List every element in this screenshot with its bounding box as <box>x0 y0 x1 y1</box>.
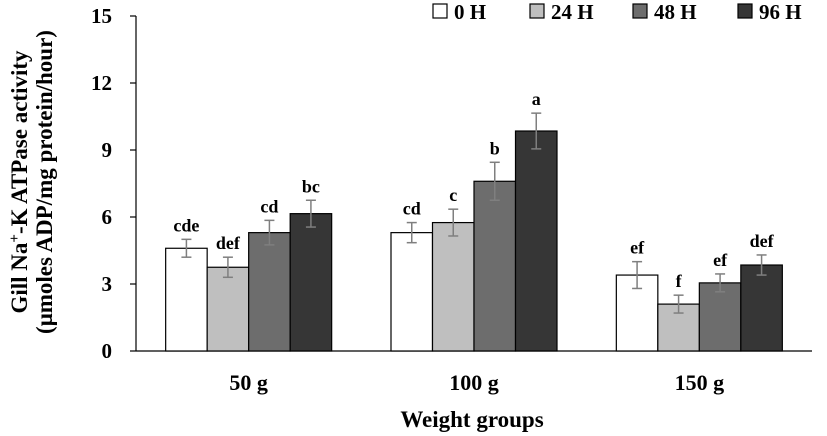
bar <box>206 266 250 352</box>
legend-swatch <box>432 3 448 19</box>
significance-label: ef <box>630 238 645 258</box>
y-axis-title-sup: + <box>7 234 23 243</box>
significance-label: cde <box>173 215 199 235</box>
y-tick-label: 15 <box>91 4 112 28</box>
y-axis-title-line1: Gill Na+-K ATPase activity <box>7 50 32 314</box>
legend-label: 24 H <box>551 0 594 24</box>
significance-label: a <box>532 89 541 109</box>
category-labels: 50 g 100 g 150 g <box>229 370 724 395</box>
x-category-label: 150 g <box>675 370 725 395</box>
bar <box>390 232 434 352</box>
y-axis-title-suffix: -K ATPase activity <box>7 50 32 234</box>
bar <box>248 232 291 352</box>
significance-label: cd <box>403 199 421 219</box>
bar <box>165 247 208 352</box>
bar <box>289 213 333 352</box>
y-tick-label: 0 <box>102 339 113 363</box>
y-tick-label: 9 <box>102 138 113 162</box>
legend-label: 96 H <box>759 0 802 24</box>
bar <box>698 282 742 352</box>
significance-label: c <box>449 185 457 205</box>
bar <box>473 180 517 352</box>
x-category-label: 50 g <box>229 370 268 395</box>
x-axis-title: Weight groups <box>400 407 543 432</box>
significance-label: bc <box>302 176 320 196</box>
y-axis-title-line2: (μmoles ADP/mg protein/hour) <box>32 30 57 334</box>
y-tick-label: 3 <box>102 272 113 296</box>
significance-label: def <box>750 231 775 251</box>
legend-swatch <box>737 3 753 19</box>
significance-label: b <box>490 138 500 158</box>
bar <box>740 264 783 352</box>
y-axis-ticks: 0 3 6 9 12 15 <box>91 4 136 363</box>
legend: 0 H 24 H 48 H 96 H <box>432 0 802 24</box>
legend-swatch <box>529 3 545 19</box>
legend-label: 0 H <box>454 0 486 24</box>
significance-label: ef <box>713 250 728 270</box>
y-axis-title-prefix: Gill Na <box>7 242 32 313</box>
bar <box>514 130 558 352</box>
x-category-label: 100 g <box>449 370 499 395</box>
significance-label: def <box>216 233 241 253</box>
significance-label: f <box>676 271 683 291</box>
y-tick-label: 6 <box>102 205 113 229</box>
y-tick-label: 12 <box>91 71 112 95</box>
legend-swatch <box>632 3 648 19</box>
legend-label: 48 H <box>654 0 697 24</box>
significance-label: cd <box>260 196 278 216</box>
bar <box>431 221 475 352</box>
